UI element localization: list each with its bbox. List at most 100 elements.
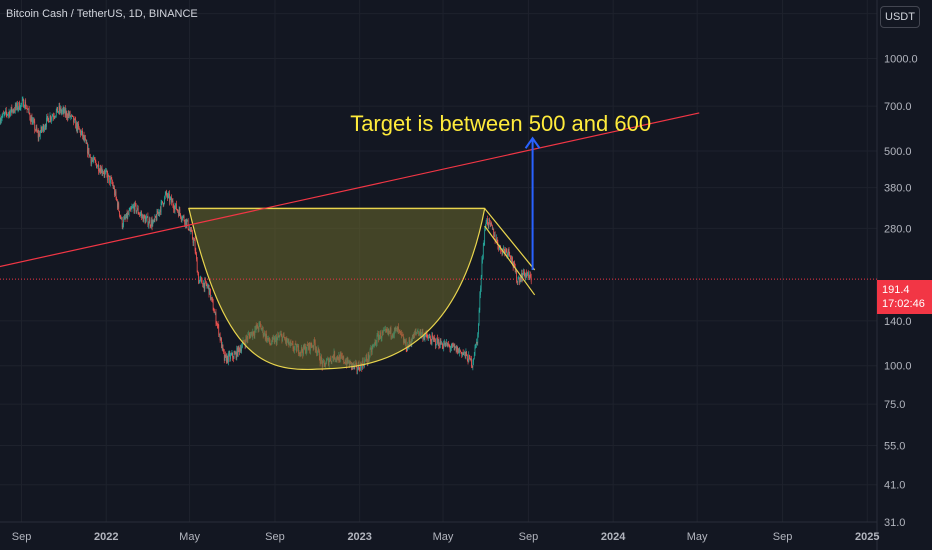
candle-body (107, 175, 109, 181)
candle (98, 161, 99, 175)
time-axis: Sep 2022 May Sep 2023 May Sep 2024 May Sep 2025 (12, 531, 880, 543)
candle-body (58, 106, 60, 112)
candle-body (26, 108, 28, 110)
candle-body (466, 355, 468, 362)
candle (32, 117, 33, 125)
candle-body (183, 216, 185, 221)
candle-body (227, 355, 229, 362)
candle (224, 354, 226, 362)
time-tick-label: Sep (519, 531, 539, 543)
candle (17, 106, 19, 113)
candle-body (504, 249, 506, 253)
candle (474, 344, 476, 357)
candle (461, 352, 463, 358)
candle-body (493, 228, 495, 237)
candle (78, 121, 79, 130)
currency-button[interactable]: USDT (880, 6, 920, 28)
candle-body (134, 202, 136, 211)
candle-body (15, 104, 17, 108)
candle-body (528, 272, 529, 276)
candle (34, 118, 36, 134)
candle (481, 256, 483, 279)
candle-body (7, 113, 9, 115)
candle-body (237, 348, 238, 356)
candle (238, 345, 240, 353)
candle (430, 335, 431, 345)
candle-body (141, 215, 143, 217)
candle-body (176, 203, 177, 210)
candle (119, 210, 120, 218)
candle-body (223, 349, 224, 353)
candle (206, 282, 208, 289)
candle-body (105, 171, 106, 172)
candle-body (35, 129, 36, 131)
candle (462, 349, 464, 355)
candle-body (460, 351, 462, 353)
candle-body (32, 120, 33, 125)
candle-body (47, 116, 49, 119)
candle-body (51, 116, 53, 119)
candle-body (517, 278, 519, 283)
candle (61, 109, 63, 116)
candle (166, 193, 168, 202)
candle (228, 351, 229, 366)
candle-body (109, 176, 111, 183)
candle-body (221, 344, 223, 349)
candle-body (239, 348, 241, 352)
candle-body (218, 324, 220, 335)
candle (464, 351, 466, 359)
candle-body (506, 250, 508, 256)
candle-body (213, 310, 215, 313)
time-tick-label: May (179, 531, 200, 543)
candle-body (192, 238, 194, 243)
candle (517, 276, 519, 285)
candle (110, 175, 112, 180)
candle (231, 350, 233, 356)
candle (113, 184, 115, 190)
candle (146, 216, 148, 218)
candle (218, 323, 220, 338)
candle-body (46, 117, 47, 127)
candle-body (457, 346, 458, 354)
candle-body (90, 157, 92, 164)
candle (46, 116, 48, 121)
candle-body (424, 335, 426, 339)
candle (106, 169, 108, 178)
candle (111, 176, 113, 185)
candle (462, 351, 463, 357)
candle (107, 170, 108, 183)
candle (185, 218, 187, 229)
candle (182, 214, 184, 219)
candle (219, 333, 220, 338)
candle-body (485, 222, 487, 227)
candle-body (189, 229, 190, 231)
candle-body (89, 154, 91, 158)
candle-body (453, 344, 454, 347)
candle (69, 111, 70, 119)
candle-body (101, 167, 103, 173)
candle (146, 213, 147, 222)
candle-body (22, 99, 24, 101)
candle (19, 105, 21, 111)
candle-body (225, 354, 227, 356)
candle-body (55, 110, 57, 116)
candle-body (226, 355, 228, 363)
candle (187, 219, 188, 222)
candle (126, 209, 128, 223)
candle-body (513, 262, 515, 267)
candle-body (494, 234, 496, 241)
candle (38, 129, 40, 142)
candle-body (482, 257, 483, 260)
candle-body (92, 160, 94, 161)
candle (124, 214, 126, 223)
candle (60, 105, 61, 114)
candle-body (103, 172, 104, 174)
candle-body (478, 309, 480, 324)
candle (26, 104, 27, 109)
candle-body (114, 187, 115, 195)
candle-body (514, 262, 515, 267)
candle-body (179, 209, 181, 214)
candle (164, 191, 166, 200)
candle-body (450, 348, 452, 350)
